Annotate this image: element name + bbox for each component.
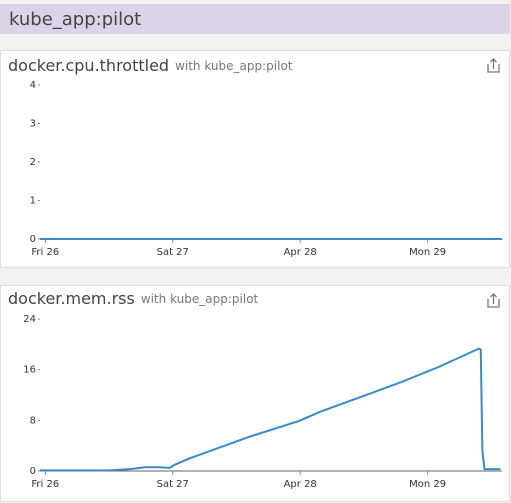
chart-subtitle: with kube_app:pilot xyxy=(141,292,259,306)
x-tick-label: Apr 28 xyxy=(284,479,317,490)
x-tick-label: Mon 29 xyxy=(409,247,446,258)
y-tick-label: 3 xyxy=(30,119,36,130)
x-tick-label: Sat 27 xyxy=(157,247,189,258)
share-icon[interactable] xyxy=(487,58,500,73)
x-tick-label: Fri 26 xyxy=(31,247,59,258)
chart-title: docker.mem.rss xyxy=(8,289,135,308)
share-icon[interactable] xyxy=(487,293,500,308)
group-title: kube_app:pilot xyxy=(9,9,141,30)
y-tick-label: 0 xyxy=(30,234,36,245)
x-tick-label: Apr 28 xyxy=(284,247,317,258)
panel-title: docker.mem.rss with kube_app:pilot xyxy=(8,289,259,308)
y-tick-label: 24 xyxy=(23,314,36,325)
x-tick-label: Sat 27 xyxy=(157,479,189,490)
group-header xyxy=(0,4,510,34)
x-tick-label: Fri 26 xyxy=(31,479,59,490)
panel-title: docker.cpu.throttled with kube_app:pilot xyxy=(8,56,293,75)
panel xyxy=(0,285,510,502)
x-tick-label: Mon 29 xyxy=(409,479,446,490)
panel xyxy=(0,50,510,268)
y-tick-label: 4 xyxy=(30,80,36,91)
chart-title: docker.cpu.throttled xyxy=(8,56,169,75)
series-line xyxy=(40,347,501,472)
y-tick-label: 0 xyxy=(30,466,36,477)
y-tick-label: 2 xyxy=(30,157,36,168)
chart-subtitle: with kube_app:pilot xyxy=(175,59,293,73)
y-tick-label: 1 xyxy=(30,196,36,207)
y-tick-label: 16 xyxy=(23,365,36,376)
y-tick-label: 8 xyxy=(30,415,36,426)
